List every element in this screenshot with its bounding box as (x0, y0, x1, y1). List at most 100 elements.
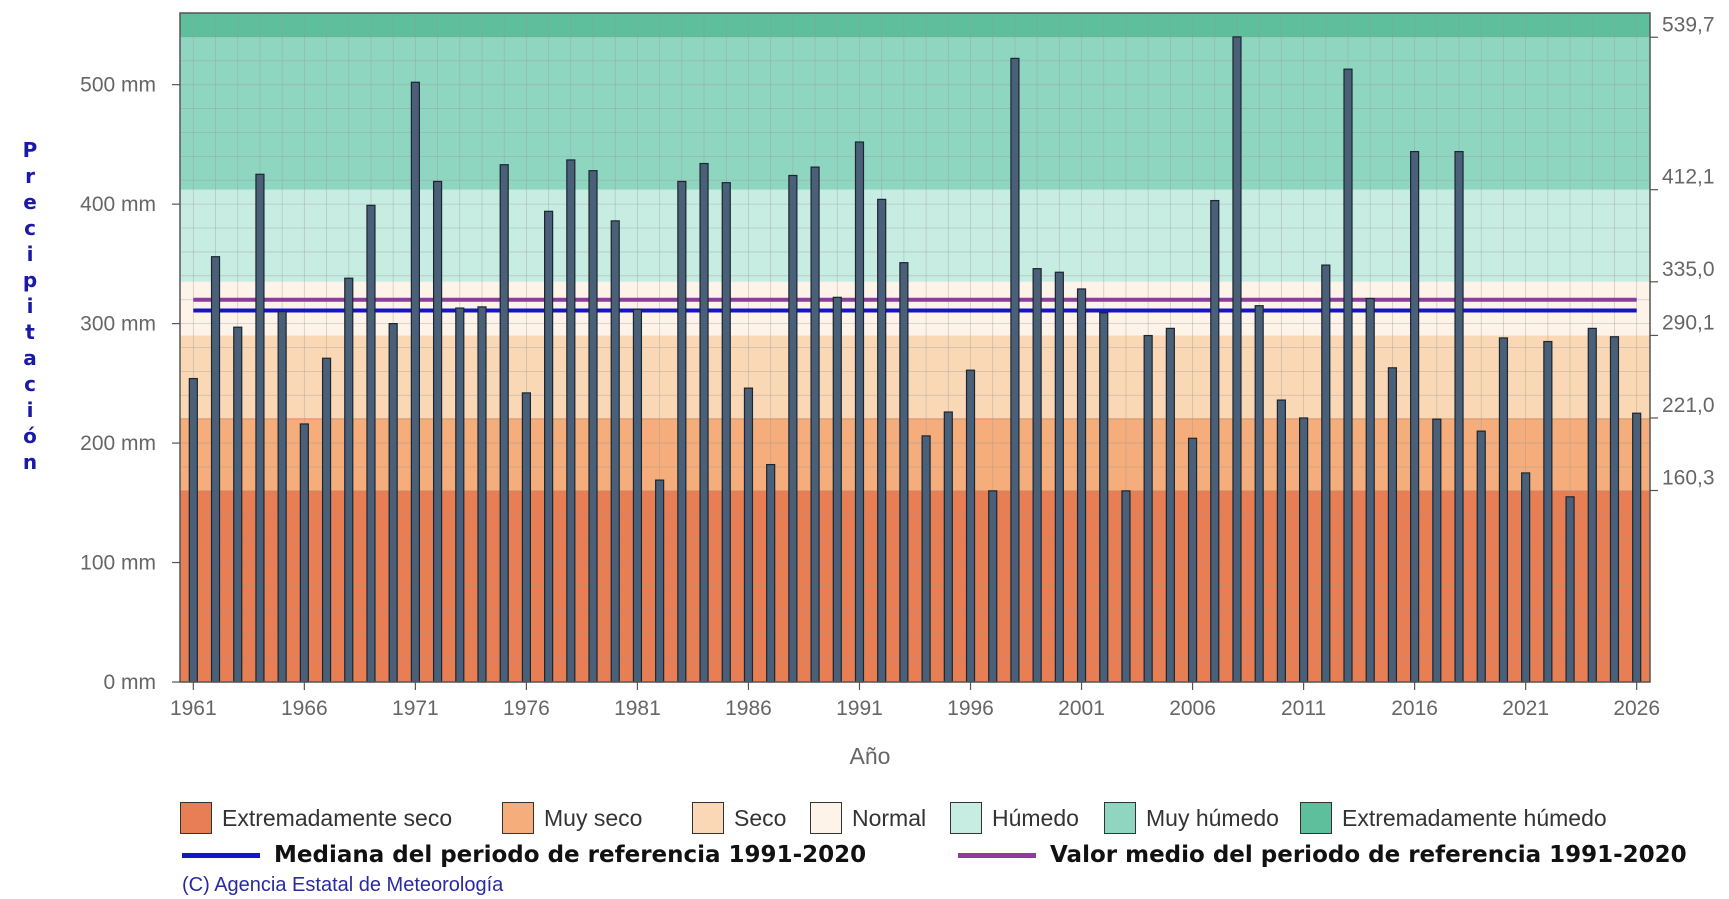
bar-1999 (1032, 268, 1042, 683)
bar-2001 (1076, 288, 1087, 683)
band-muy-húmedo (180, 37, 1650, 190)
plot-frame (179, 12, 1651, 683)
bar-1992 (877, 198, 887, 683)
bar-1990 (832, 296, 842, 683)
bar-1988 (788, 174, 798, 683)
credit-text: (C) Agencia Estatal de Meteorología (182, 874, 504, 896)
bar-1989 (810, 166, 820, 683)
bar-1981 (632, 308, 643, 683)
right-tick-label: 412,1 (1662, 166, 1715, 189)
right-tick-label: 221,0 (1662, 394, 1715, 417)
bar-1963 (233, 326, 243, 683)
right-tick-label: 335,0 (1662, 258, 1715, 281)
legend-swatch (950, 802, 982, 834)
bar-2009 (1254, 305, 1264, 683)
bar-1962 (210, 256, 221, 683)
x-tick-label: 1961 (170, 697, 217, 720)
bar-2011 (1298, 417, 1309, 683)
right-tick-label: 160,3 (1662, 466, 1715, 489)
bar-1982 (655, 479, 665, 683)
bar-2000 (1054, 271, 1064, 683)
right-tick-label: 539,7 (1662, 13, 1715, 36)
bar-2019 (1476, 430, 1486, 683)
legend-mean: Valor medio del periodo de referencia 19… (958, 842, 1687, 868)
bar-1987 (766, 463, 776, 683)
band-extremadamente-húmedo (180, 13, 1650, 38)
bar-2023 (1565, 496, 1575, 683)
x-tick-label: 2006 (1169, 697, 1216, 720)
legend-swatch (502, 802, 534, 834)
bar-1966 (299, 423, 309, 683)
bar-1975 (499, 164, 509, 683)
x-tick-label: 2016 (1391, 697, 1438, 720)
bar-1961 (188, 377, 198, 683)
y-axis: 0 mm 100 mm 200 mm 300 mm 400 mm 500 mm (80, 74, 180, 694)
mean-label: Valor medio del periodo de referencia 19… (1050, 842, 1687, 868)
bar-1971 (410, 81, 420, 683)
bar-2013 (1343, 68, 1353, 683)
bar-2002 (1099, 312, 1109, 683)
bar-1997 (988, 490, 998, 683)
bar-2010 (1276, 399, 1286, 683)
bar-2020 (1498, 337, 1509, 683)
bar-1978 (566, 159, 576, 683)
band-extremadamente-seco (180, 490, 1650, 682)
category-bands (180, 13, 1650, 682)
legend-item-extremadamente-humedo: Extremadamente húmedo (1300, 802, 1607, 834)
x-tick-label: 1981 (614, 697, 661, 720)
right-tick-label: 290,1 (1662, 311, 1715, 334)
bar-2025 (1609, 336, 1620, 683)
bar-1991 (854, 141, 865, 683)
x-tick-label: 2011 (1281, 697, 1326, 720)
legend-swatch (1300, 802, 1332, 834)
precipitation-chart: 0 mm 100 mm 200 mm 300 mm 400 mm 500 mm 160,3… (80, 12, 1715, 769)
bar-2008 (1232, 36, 1242, 683)
y-tick-label: 100 mm (80, 552, 156, 575)
bar-1979 (588, 170, 598, 683)
right-axis: 160,3 221,0 290,1 335,0 412,1 539,7 (1650, 13, 1715, 492)
x-tick-label: 1986 (725, 697, 772, 720)
bar-2024 (1587, 327, 1597, 683)
bar-1986 (743, 387, 754, 683)
y-tick-label: 400 mm (80, 193, 156, 216)
bar-1984 (699, 162, 709, 683)
bar-1968 (344, 277, 354, 683)
legend-item-humedo: Húmedo (950, 802, 1079, 834)
x-tick-label: 2026 (1613, 697, 1660, 720)
bar-2022 (1543, 340, 1553, 683)
legend-label: Extremadamente seco (222, 804, 453, 831)
bar-1998 (1010, 57, 1020, 683)
bar-2021 (1521, 472, 1531, 683)
bar-1983 (677, 180, 687, 683)
median-label: Mediana del periodo de referencia 1991-2… (274, 842, 867, 868)
legend-item-seco: Seco (692, 802, 786, 834)
bar-1972 (432, 180, 443, 683)
x-axis: 1961 1966 1971 1976 1981 1986 1991 1996 2001 2006… (170, 682, 1660, 720)
legend-item-extremadamente-seco: Extremadamente seco (180, 802, 452, 834)
x-tick-label: 1966 (281, 697, 328, 720)
bar-2015 (1387, 367, 1398, 683)
bar-2016 (1410, 150, 1420, 683)
bar-2014 (1365, 297, 1375, 683)
y-tick-label: 200 mm (80, 432, 156, 455)
bar-2003 (1121, 490, 1131, 683)
x-tick-label: 1976 (503, 697, 550, 720)
bar-2007 (1210, 199, 1220, 683)
x-tick-label: 1996 (947, 697, 994, 720)
bar-1995 (943, 411, 953, 683)
legend-median: Mediana del periodo de referencia 1991-2… (182, 842, 866, 868)
bar-1996 (965, 369, 976, 683)
bar-1973 (455, 307, 465, 683)
bar-1977 (544, 210, 554, 683)
bar-1994 (921, 435, 931, 683)
legend-label: Muy húmedo (1146, 804, 1279, 831)
legend-item-muy-humedo: Muy húmedo (1104, 802, 1279, 834)
bar-2026 (1632, 412, 1642, 683)
x-tick-label: 2001 (1058, 697, 1105, 720)
x-axis-title: Año (850, 743, 891, 769)
legend: Extremadamente seco Muy seco Seco Normal… (180, 802, 1700, 842)
bar-2006 (1187, 437, 1198, 683)
legend-item-normal: Normal (810, 802, 926, 834)
bar-2004 (1143, 334, 1153, 683)
legend-label: Seco (734, 804, 787, 831)
